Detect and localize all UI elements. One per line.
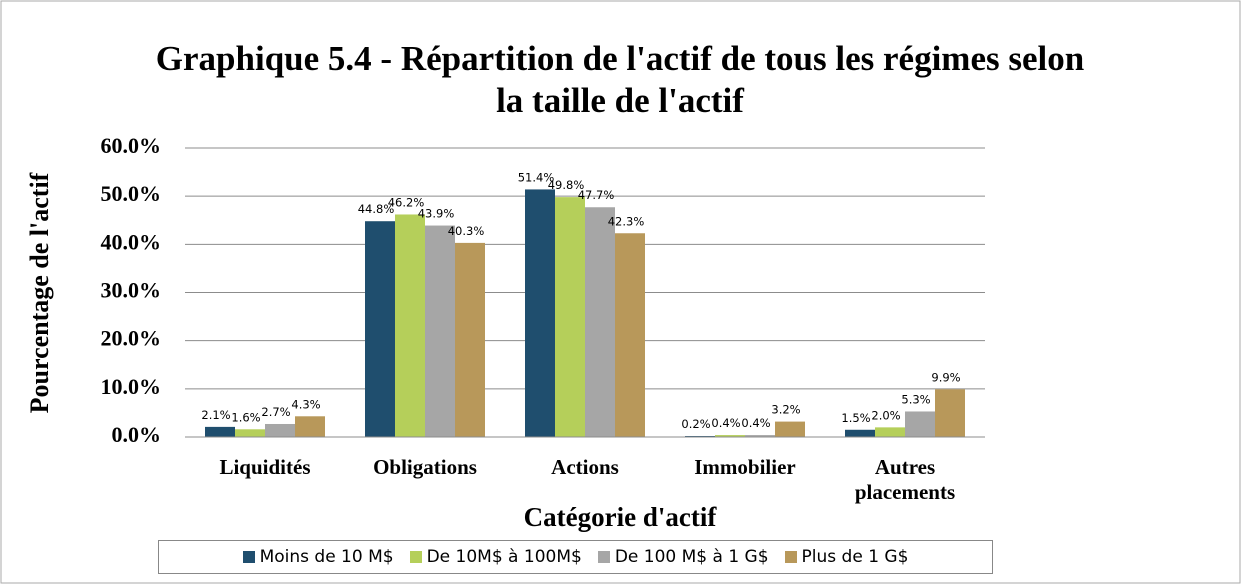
value-label: 1.6%: [231, 410, 260, 424]
bar: [525, 189, 555, 437]
bar: [935, 389, 965, 437]
chart-title: Graphique 5.4 - Répartition de l'actif d…: [155, 39, 1085, 120]
y-tick-label: 20.0%: [101, 326, 162, 351]
value-label: 5.3%: [901, 392, 930, 406]
legend-label: De 10M$ à 100M$: [426, 547, 582, 567]
value-label: 43.9%: [418, 207, 455, 221]
legend-item: De 10M$ à 100M$: [409, 547, 582, 567]
bar: [235, 429, 265, 437]
bar: [845, 429, 875, 437]
x-tick-label: Obligations: [373, 455, 477, 479]
legend-item: De 100 M$ à 1 G$: [597, 547, 769, 567]
x-tick-label: Actions: [551, 455, 619, 479]
bar: [875, 427, 905, 437]
x-tick-label: Immobilier: [694, 455, 796, 479]
legend-swatch: [409, 551, 422, 563]
bar: [615, 233, 645, 437]
bar: [775, 421, 805, 437]
legend-item: Plus de 1 G$: [784, 547, 909, 567]
x-axis-title: Catégorie d'actif: [523, 502, 717, 532]
value-label: 0.2%: [681, 417, 710, 431]
value-label: 0.4%: [741, 416, 770, 430]
value-label: 46.2%: [388, 195, 425, 209]
legend: Moins de 10 M$ De 10M$ à 100M$ De 100 M$ à…: [158, 540, 993, 574]
bar: [585, 207, 615, 437]
legend-swatch: [784, 551, 797, 563]
bar: [425, 225, 455, 437]
y-tick-label: 40.0%: [101, 229, 162, 254]
value-label: 42.3%: [608, 214, 645, 228]
legend-label: Moins de 10 M$: [259, 547, 394, 567]
legend-swatch: [242, 551, 255, 563]
bar: [555, 197, 585, 437]
x-tick-label: Autres placements: [854, 455, 956, 504]
legend-label: Plus de 1 G$: [801, 547, 909, 567]
value-label: 0.4%: [711, 416, 740, 430]
value-label: 1.5%: [841, 411, 870, 425]
value-label: 47.7%: [578, 188, 615, 202]
y-tick-label: 0.0%: [112, 422, 162, 447]
value-label: 49.8%: [548, 178, 585, 192]
y-tick-label: 10.0%: [101, 374, 162, 399]
bar: [395, 214, 425, 437]
bar: [295, 416, 325, 437]
value-label: 2.0%: [871, 408, 900, 422]
legend-label: De 100 M$ à 1 G$: [614, 547, 769, 567]
bar: [205, 426, 235, 437]
bar: [745, 435, 775, 437]
value-label: 4.3%: [291, 397, 320, 411]
value-label: 2.7%: [261, 405, 290, 419]
y-tick-label: 30.0%: [101, 278, 162, 303]
value-label: 51.4%: [518, 170, 555, 184]
bar: [365, 221, 395, 437]
value-label: 44.8%: [358, 202, 395, 216]
legend-item: Moins de 10 M$: [242, 547, 394, 567]
value-label: 40.3%: [448, 224, 485, 238]
value-label: 3.2%: [771, 403, 800, 417]
y-axis-title: Pourcentage de l'actif: [25, 172, 54, 414]
x-tick-label: Liquidités: [219, 455, 311, 479]
value-label: 9.9%: [931, 370, 960, 384]
value-label: 2.1%: [201, 408, 230, 422]
y-tick-label: 60.0%: [101, 133, 162, 158]
legend-swatch: [597, 551, 610, 563]
bar: [715, 435, 745, 437]
bar: [905, 411, 935, 437]
bar: [265, 423, 295, 437]
y-tick-label: 50.0%: [101, 181, 162, 206]
bar: [455, 242, 485, 437]
